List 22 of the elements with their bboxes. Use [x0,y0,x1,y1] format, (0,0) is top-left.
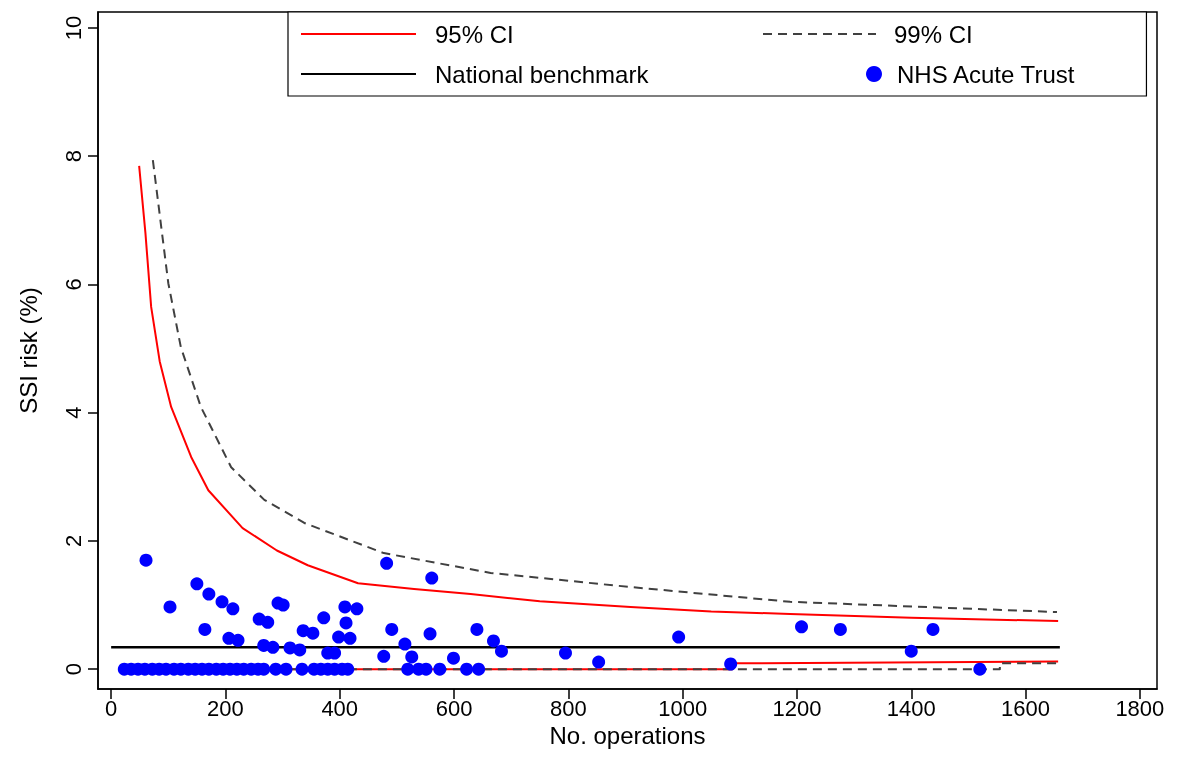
y-tick-label: 2 [60,534,86,548]
legend-label: 99% CI [894,20,973,48]
y-tick-label: 6 [60,278,86,291]
legend-label: 95% CI [435,20,514,48]
x-tick-label: 800 [549,695,587,721]
x-tick-label: 1400 [886,695,936,721]
x-tick-label: 400 [321,695,359,721]
x-tick-label: 0 [105,695,118,721]
y-tick-label: 4 [60,406,86,419]
x-tick-label: 1800 [1115,695,1165,721]
y-tick-label: 0 [60,663,86,676]
x-tick-label: 600 [435,695,473,721]
x-tick-label: 1000 [658,695,708,721]
y-tick-label: 8 [60,150,86,163]
legend-label: National benchmark [435,60,650,88]
x-axis-title: No. operations [549,722,706,750]
y-tick-label: 10 [60,15,86,41]
x-tick-label: 1600 [1001,695,1051,721]
legend-label: NHS Acute Trust [897,60,1075,88]
y-axis-title: SSI risk (%) [14,287,42,414]
x-tick-label: 1200 [772,695,822,721]
x-tick-label: 200 [207,695,244,721]
